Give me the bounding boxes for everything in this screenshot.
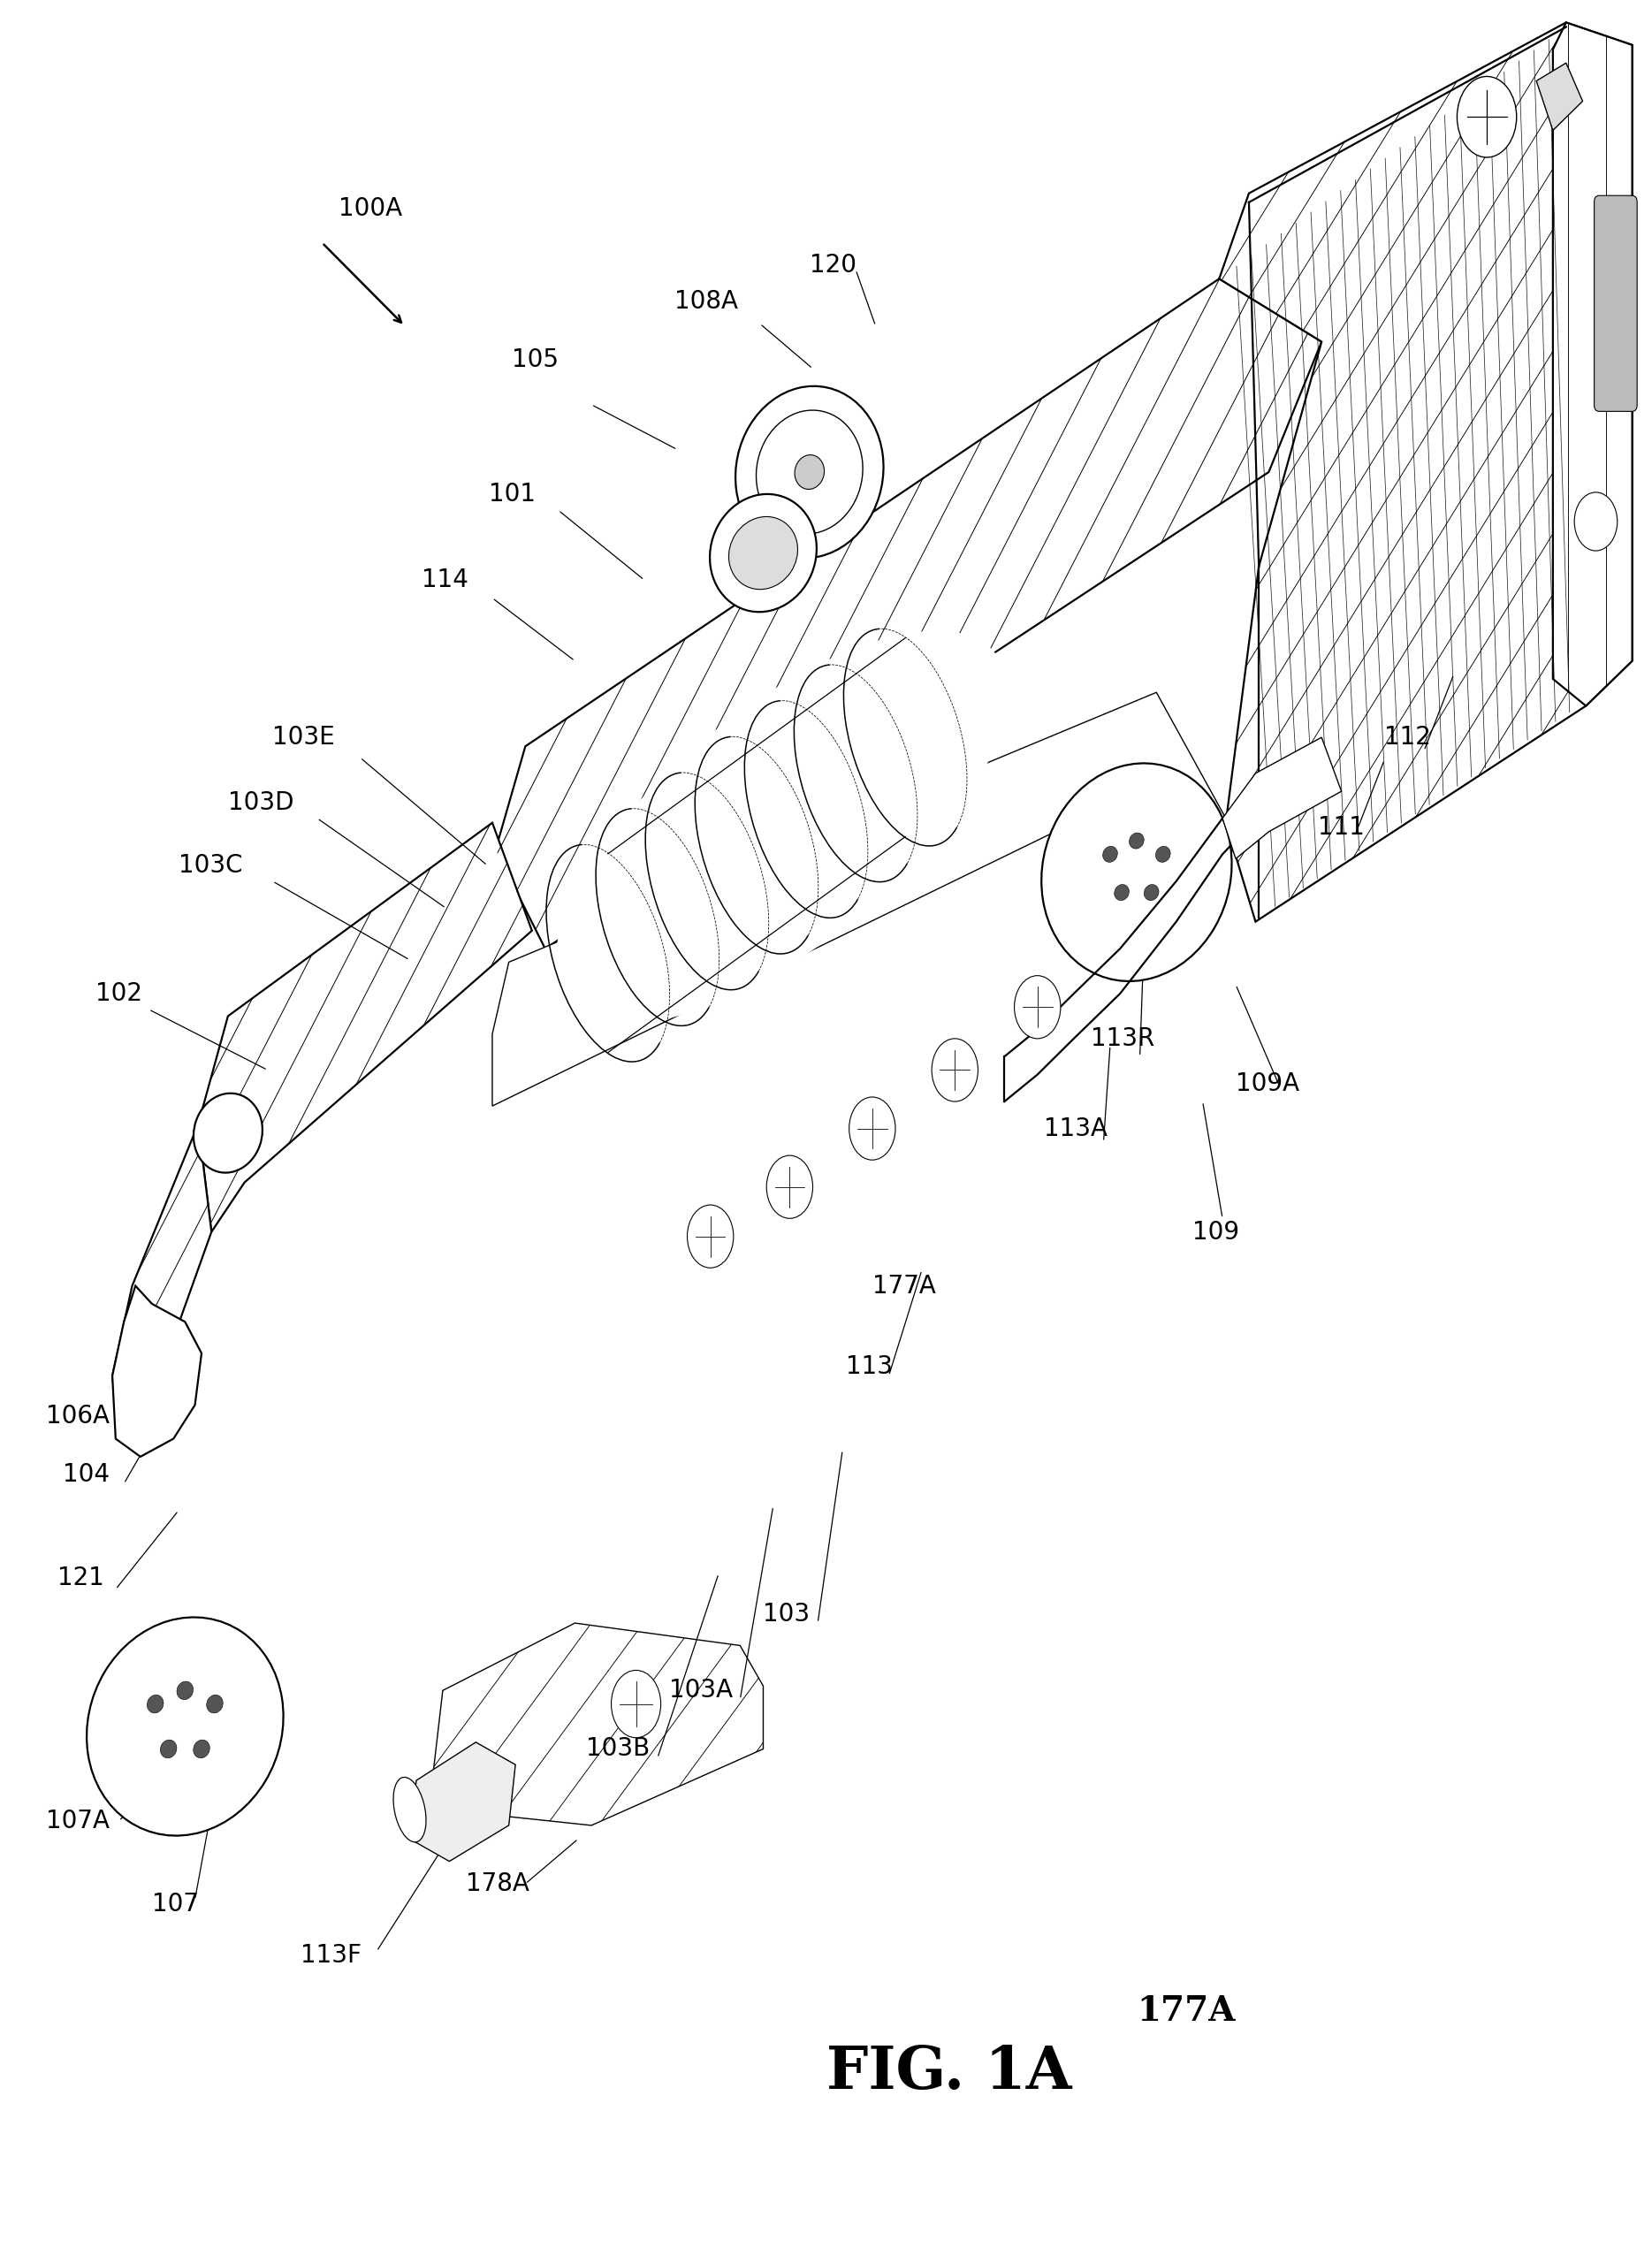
Ellipse shape bbox=[206, 1695, 223, 1713]
Text: 113A: 113A bbox=[1044, 1115, 1108, 1142]
Text: 113: 113 bbox=[846, 1353, 892, 1380]
Polygon shape bbox=[1536, 63, 1583, 130]
Text: 178A: 178A bbox=[466, 1870, 529, 1897]
Text: 106A: 106A bbox=[46, 1403, 111, 1430]
Circle shape bbox=[1457, 76, 1517, 157]
Polygon shape bbox=[1219, 22, 1632, 922]
Circle shape bbox=[687, 1205, 733, 1268]
Polygon shape bbox=[433, 1623, 763, 1825]
Ellipse shape bbox=[1061, 785, 1213, 960]
Ellipse shape bbox=[1104, 845, 1117, 863]
Ellipse shape bbox=[1130, 832, 1143, 850]
Ellipse shape bbox=[1084, 812, 1189, 933]
Ellipse shape bbox=[160, 1740, 177, 1758]
Ellipse shape bbox=[177, 1682, 193, 1699]
Text: 104: 104 bbox=[63, 1461, 109, 1488]
Ellipse shape bbox=[1041, 764, 1232, 980]
Ellipse shape bbox=[393, 1778, 426, 1841]
Text: 111: 111 bbox=[1318, 814, 1365, 841]
Polygon shape bbox=[112, 1286, 202, 1457]
Polygon shape bbox=[496, 279, 1322, 949]
Text: 114: 114 bbox=[421, 566, 468, 593]
Polygon shape bbox=[776, 472, 843, 558]
Polygon shape bbox=[112, 1124, 211, 1439]
Text: FIG. 1A: FIG. 1A bbox=[826, 2043, 1070, 2102]
Ellipse shape bbox=[729, 517, 798, 589]
Ellipse shape bbox=[193, 1093, 263, 1173]
Text: 107: 107 bbox=[152, 1891, 198, 1918]
Text: 103D: 103D bbox=[228, 789, 294, 816]
Text: 105: 105 bbox=[512, 346, 558, 373]
Text: 177A: 177A bbox=[1137, 1994, 1236, 2028]
Ellipse shape bbox=[106, 1639, 264, 1814]
Text: 113F: 113F bbox=[301, 1942, 362, 1969]
Text: 102: 102 bbox=[96, 980, 142, 1007]
Text: 103E: 103E bbox=[273, 724, 335, 751]
Text: 103C: 103C bbox=[178, 852, 243, 879]
Polygon shape bbox=[198, 823, 532, 1232]
Text: 177A: 177A bbox=[872, 1272, 935, 1299]
Text: 121: 121 bbox=[58, 1565, 104, 1592]
Polygon shape bbox=[492, 692, 1236, 1106]
Text: 107A: 107A bbox=[46, 1807, 111, 1834]
Ellipse shape bbox=[1145, 883, 1158, 901]
Circle shape bbox=[849, 1097, 895, 1160]
Ellipse shape bbox=[735, 387, 884, 558]
Circle shape bbox=[1574, 492, 1617, 551]
Text: 103A: 103A bbox=[669, 1677, 733, 1704]
Ellipse shape bbox=[193, 1740, 210, 1758]
Text: 112: 112 bbox=[1384, 724, 1431, 751]
Circle shape bbox=[932, 1039, 978, 1102]
Ellipse shape bbox=[710, 495, 816, 611]
Ellipse shape bbox=[1115, 883, 1128, 901]
Text: 108A: 108A bbox=[674, 288, 738, 315]
Ellipse shape bbox=[757, 409, 862, 535]
FancyBboxPatch shape bbox=[1594, 196, 1637, 411]
Ellipse shape bbox=[795, 454, 824, 490]
Ellipse shape bbox=[131, 1666, 240, 1787]
Text: 109A: 109A bbox=[1236, 1070, 1300, 1097]
Ellipse shape bbox=[86, 1616, 284, 1837]
Text: 120: 120 bbox=[809, 252, 856, 279]
Ellipse shape bbox=[147, 1695, 164, 1713]
Circle shape bbox=[611, 1670, 661, 1738]
Polygon shape bbox=[1222, 737, 1341, 859]
Text: 103: 103 bbox=[763, 1601, 809, 1628]
Circle shape bbox=[767, 1155, 813, 1218]
Text: 109: 109 bbox=[1193, 1218, 1239, 1245]
Ellipse shape bbox=[555, 632, 1008, 1023]
Ellipse shape bbox=[1156, 845, 1170, 863]
Circle shape bbox=[1014, 976, 1061, 1039]
Polygon shape bbox=[410, 1742, 515, 1861]
Text: 103B: 103B bbox=[586, 1735, 651, 1762]
Text: 113R: 113R bbox=[1090, 1025, 1155, 1052]
Polygon shape bbox=[1553, 22, 1632, 706]
Text: 100A: 100A bbox=[339, 196, 403, 223]
Text: 101: 101 bbox=[489, 481, 535, 508]
